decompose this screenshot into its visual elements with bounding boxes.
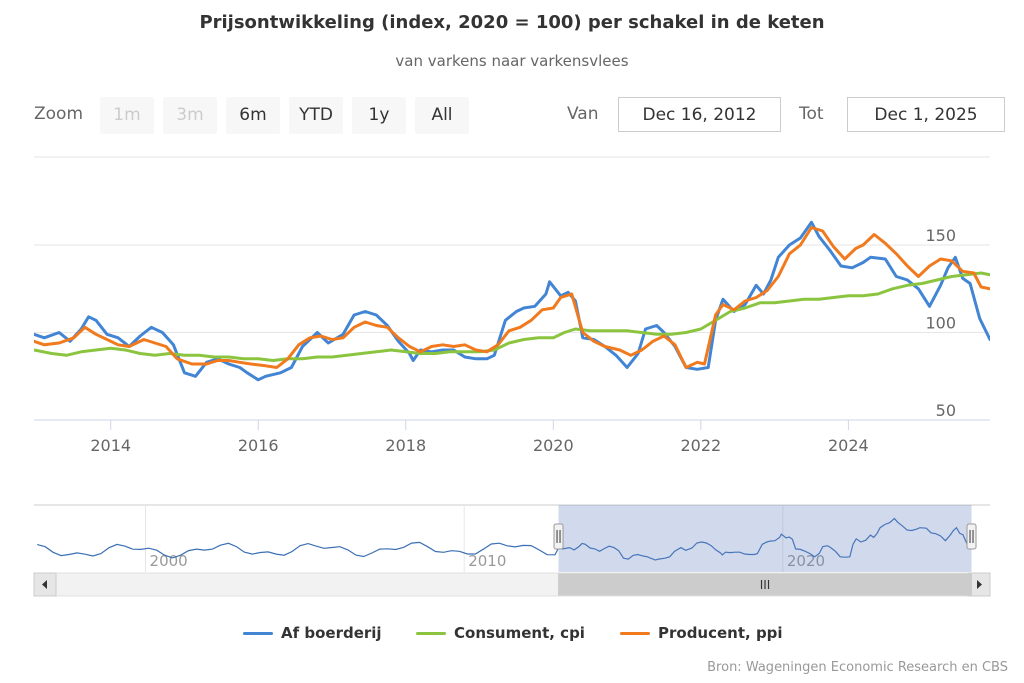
chart-title: Prijsontwikkeling (index, 2020 = 100) pe… xyxy=(199,12,825,33)
legend-label: Af boerderij xyxy=(281,624,382,642)
from-label: Van xyxy=(567,104,599,124)
legend-swatch-icon xyxy=(243,632,273,635)
series-line-af-boerderij[interactable] xyxy=(34,220,990,382)
from-date-input[interactable]: Dec 16, 2012 xyxy=(618,97,781,132)
navigator-series-line xyxy=(37,517,972,561)
navigator-handle-left-icon[interactable] xyxy=(553,523,564,550)
zoom-3m-button[interactable]: 3m xyxy=(163,97,217,134)
navigator-tick-label: 2010 xyxy=(468,552,506,570)
y-tick-label: 100 xyxy=(925,314,956,333)
credits[interactable]: Bron: Wageningen Economic Research en CB… xyxy=(707,660,1008,675)
x-tick-label: 2020 xyxy=(533,436,574,455)
y-tick-label: 50 xyxy=(936,401,956,420)
scrollbar-thumb[interactable] xyxy=(558,573,973,596)
legend-swatch-icon xyxy=(416,632,446,635)
arrow-right-icon xyxy=(977,580,982,589)
zoom-1y-button[interactable]: 1y xyxy=(352,97,406,134)
legend-swatch-icon xyxy=(620,632,650,635)
x-tick-label: 2016 xyxy=(238,436,279,455)
x-tick-label: 2022 xyxy=(680,436,721,455)
navigator-outside-left xyxy=(34,505,559,572)
legend-item-consument-cpi[interactable]: Consument, cpi xyxy=(416,624,585,642)
y-tick-label: 150 xyxy=(925,226,956,245)
zoom-6m-button[interactable]: 6m xyxy=(226,97,280,134)
navigator-selection[interactable] xyxy=(558,505,972,572)
series-line-consument-cpi[interactable] xyxy=(34,271,990,362)
zoom-1m-button[interactable]: 1m xyxy=(100,97,154,134)
legend-label: Consument, cpi xyxy=(454,624,585,642)
to-label: Tot xyxy=(799,104,824,124)
x-tick-label: 2018 xyxy=(385,436,426,455)
legend-item-af-boerderij[interactable]: Af boerderij xyxy=(243,624,382,642)
to-date-input[interactable]: Dec 1, 2025 xyxy=(847,97,1005,132)
arrow-left-icon xyxy=(42,580,47,589)
handle-body[interactable] xyxy=(553,523,564,550)
handle-body[interactable] xyxy=(966,523,977,550)
zoom-ytd-button[interactable]: YTD xyxy=(289,97,343,134)
navigator-handle-right-icon[interactable] xyxy=(966,523,977,550)
x-tick-label: 2024 xyxy=(828,436,869,455)
x-tick-label: 2014 xyxy=(90,436,131,455)
series-line-producent-ppi[interactable] xyxy=(34,226,990,369)
legend-item-producent-ppi[interactable]: Producent, ppi xyxy=(620,624,783,642)
legend-label: Producent, ppi xyxy=(658,624,783,642)
chart-subtitle: van varkens naar varkensvlees xyxy=(395,52,629,70)
scrollbar-grip-icon: III xyxy=(760,578,771,592)
zoom-label: Zoom xyxy=(34,104,84,124)
zoom-all-button[interactable]: All xyxy=(415,97,469,134)
